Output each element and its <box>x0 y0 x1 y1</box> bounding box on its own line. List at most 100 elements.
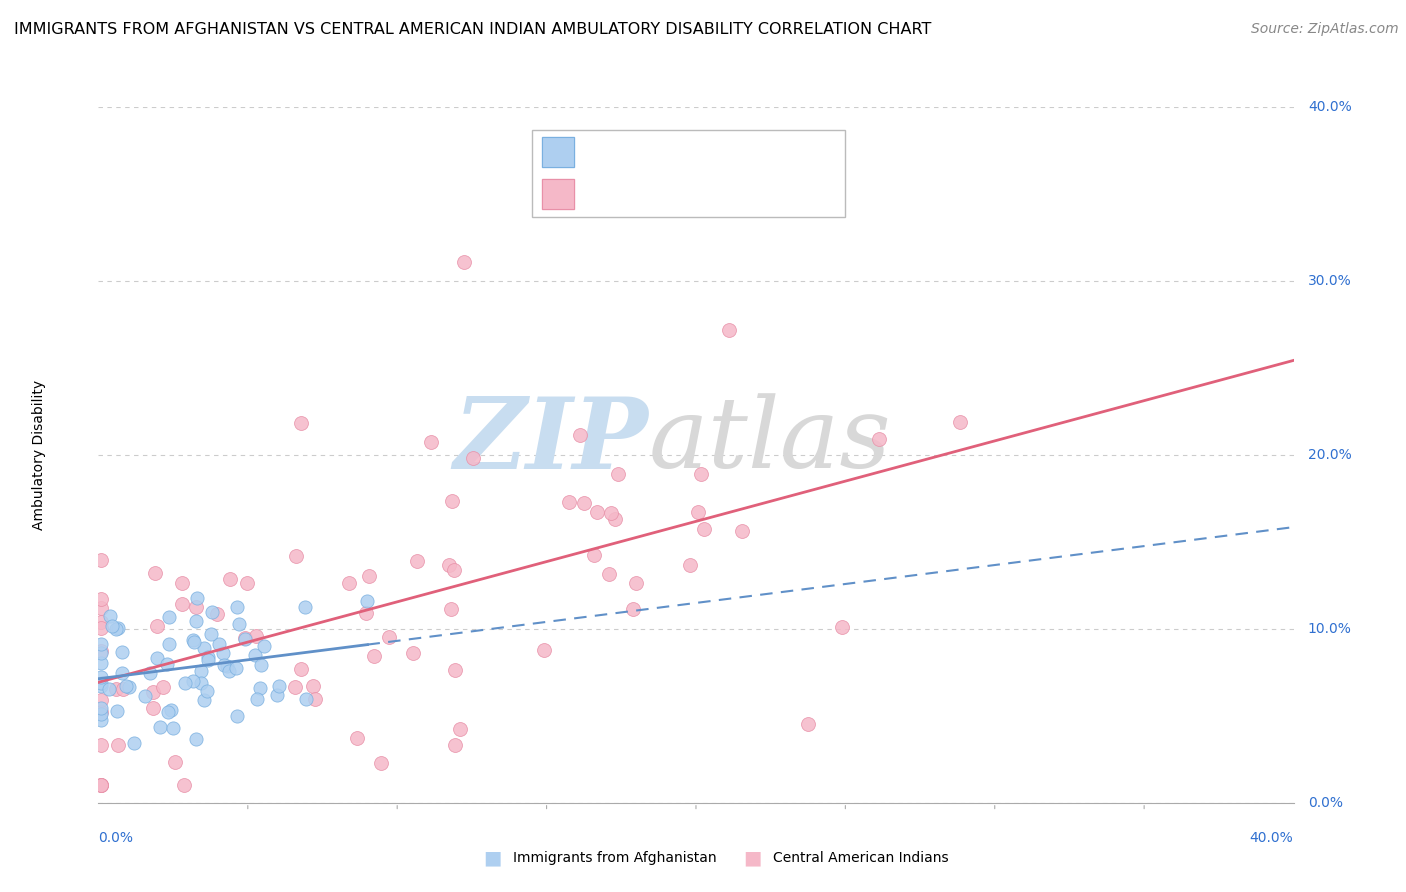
Point <box>731 524 754 539</box>
Point <box>208 637 231 651</box>
Point <box>246 691 269 706</box>
Point <box>197 649 219 664</box>
Point <box>183 634 205 648</box>
Point <box>172 597 194 611</box>
Point <box>690 467 713 481</box>
Point <box>200 627 222 641</box>
Point <box>236 576 259 591</box>
Point <box>437 558 460 573</box>
Text: ■: ■ <box>742 848 762 868</box>
Point <box>197 653 219 667</box>
Text: IMMIGRANTS FROM AFGHANISTAN VS CENTRAL AMERICAN INDIAN AMBULATORY DISABILITY COR: IMMIGRANTS FROM AFGHANISTAN VS CENTRAL A… <box>14 22 931 37</box>
Point <box>598 566 620 581</box>
Point <box>190 664 212 678</box>
Point <box>184 600 207 615</box>
Point <box>225 661 247 675</box>
Text: N =: N = <box>728 185 766 203</box>
Point <box>370 756 392 771</box>
Point <box>267 679 290 693</box>
Point <box>195 683 218 698</box>
Point <box>173 778 195 792</box>
Point <box>363 648 385 663</box>
Point <box>406 553 429 567</box>
Point <box>186 591 208 606</box>
Point <box>302 679 325 693</box>
Point <box>156 705 179 719</box>
Text: R =: R = <box>593 144 630 161</box>
Point <box>233 632 256 647</box>
Text: 78: 78 <box>780 185 803 203</box>
Text: 40.0%: 40.0% <box>1250 830 1294 845</box>
Text: 30.0%: 30.0% <box>1308 274 1351 288</box>
Point <box>249 681 271 696</box>
Point <box>181 633 204 648</box>
Point <box>599 506 621 520</box>
Point <box>420 434 443 449</box>
Point <box>134 689 156 703</box>
Point <box>607 467 630 481</box>
Point <box>156 657 179 671</box>
Point <box>90 778 112 792</box>
Point <box>212 646 235 660</box>
Point <box>111 645 134 659</box>
Point <box>145 650 167 665</box>
Point <box>266 688 288 702</box>
Point <box>453 255 475 269</box>
Point <box>688 505 710 519</box>
Point <box>152 680 174 694</box>
Point <box>245 629 267 643</box>
Point <box>679 558 702 572</box>
Point <box>201 605 224 619</box>
Point <box>250 658 273 673</box>
Point <box>90 713 112 727</box>
Point <box>100 619 122 633</box>
Bar <box>541 137 574 167</box>
Text: Immigrants from Afghanistan: Immigrants from Afghanistan <box>513 851 717 865</box>
Point <box>449 722 471 736</box>
Point <box>626 575 648 590</box>
Point <box>184 614 207 628</box>
Point <box>440 601 463 615</box>
Point <box>90 592 112 607</box>
Point <box>90 615 112 630</box>
Point <box>346 731 368 745</box>
Point <box>90 705 112 719</box>
Point <box>718 323 741 337</box>
Point <box>90 637 112 651</box>
Point <box>165 755 187 769</box>
Point <box>402 646 425 660</box>
Point <box>90 701 112 715</box>
Point <box>354 607 377 621</box>
Point <box>162 721 184 735</box>
Point <box>226 600 249 615</box>
Point <box>118 681 141 695</box>
Point <box>582 548 605 562</box>
Point <box>149 720 172 734</box>
Point <box>184 732 207 747</box>
Point <box>692 522 714 536</box>
Point <box>107 739 129 753</box>
Point <box>115 679 138 693</box>
Point <box>533 643 555 657</box>
Point <box>90 679 112 693</box>
Point <box>143 566 166 580</box>
Point <box>181 674 204 689</box>
Point <box>572 496 595 510</box>
Point <box>219 572 242 586</box>
Point <box>193 640 215 655</box>
Point <box>90 676 112 690</box>
FancyBboxPatch shape <box>531 129 845 217</box>
Bar <box>541 179 574 210</box>
Point <box>105 623 128 637</box>
Point <box>294 600 316 615</box>
Point <box>207 607 229 621</box>
Point <box>193 693 215 707</box>
Point <box>142 685 165 699</box>
Point <box>90 707 112 722</box>
Point <box>218 665 240 679</box>
Point <box>440 493 463 508</box>
Point <box>90 693 112 707</box>
Point <box>831 620 853 634</box>
Point <box>284 680 307 694</box>
Point <box>378 630 401 644</box>
